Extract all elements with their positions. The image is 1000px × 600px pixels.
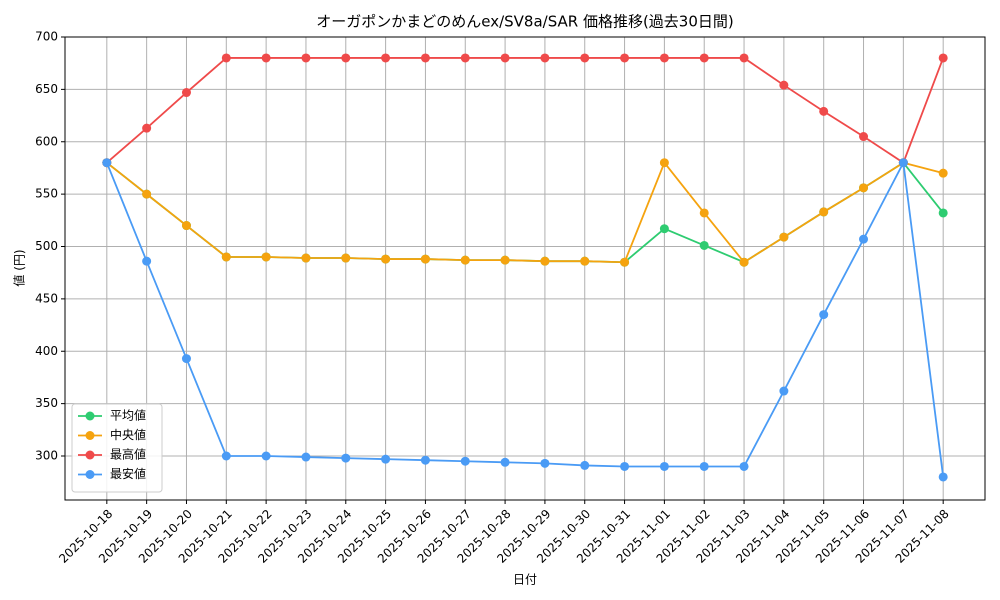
legend-label: 最高値 [110, 447, 146, 462]
y-tick-label: 350 [35, 396, 58, 410]
y-tick-label: 300 [35, 449, 58, 463]
y-tick-label: 400 [35, 344, 58, 358]
data-point [341, 253, 351, 263]
y-tick-label: 500 [35, 239, 58, 253]
data-point [779, 232, 789, 242]
data-point [500, 457, 510, 467]
data-point [699, 240, 709, 250]
data-point [102, 158, 112, 168]
data-point [779, 386, 789, 396]
data-point [181, 354, 191, 364]
data-point [859, 183, 869, 193]
legend-marker [85, 470, 95, 479]
plot-frame [64, 36, 986, 501]
data-point [699, 53, 709, 63]
data-point [859, 234, 869, 244]
data-point [142, 189, 152, 199]
data-point [221, 252, 231, 262]
data-point [938, 168, 948, 178]
legend-label: 中央値 [110, 427, 146, 442]
data-point [859, 132, 869, 142]
legend-marker [85, 411, 95, 421]
data-point [341, 453, 351, 463]
data-point [341, 53, 351, 63]
data-point [381, 254, 391, 264]
y-tick-label: 600 [35, 134, 58, 148]
y-tick-label: 650 [35, 82, 58, 96]
data-point [659, 158, 669, 168]
legend-marker [85, 431, 95, 440]
data-point [938, 53, 948, 63]
data-point [301, 253, 311, 263]
series-line [106, 57, 945, 165]
data-point [142, 256, 152, 266]
data-point [420, 53, 430, 63]
data-point [142, 123, 152, 133]
data-point [659, 461, 669, 471]
data-point [739, 53, 749, 63]
series-line [106, 160, 944, 264]
data-point [261, 252, 271, 262]
data-point [301, 452, 311, 462]
data-point [819, 310, 829, 320]
data-point [580, 460, 590, 470]
data-point [500, 53, 510, 63]
series-line [106, 161, 944, 264]
data-point [500, 255, 510, 265]
legend-box [71, 403, 163, 493]
data-point [420, 455, 430, 465]
chart-title: オーガポンかまどのめんex/SV8a/SAR 価格推移(過去30日間) [316, 13, 734, 31]
data-point [620, 461, 630, 471]
y-tick-label: 550 [35, 187, 58, 201]
data-point [301, 53, 311, 63]
data-point [580, 53, 590, 63]
data-point [580, 256, 590, 266]
y-tick-label: 700 [35, 30, 58, 44]
data-point [739, 257, 749, 267]
data-point [819, 207, 829, 217]
data-point [819, 106, 829, 116]
data-point [779, 80, 789, 90]
data-point [540, 256, 550, 266]
data-point [221, 451, 231, 461]
data-point [261, 451, 271, 461]
data-point [381, 454, 391, 464]
series-line [105, 159, 945, 478]
data-point [659, 53, 669, 63]
data-point [938, 472, 948, 482]
data-point [620, 53, 630, 63]
data-point [659, 224, 669, 234]
data-point [181, 88, 191, 98]
y-tick-label: 450 [35, 291, 58, 305]
data-point [540, 53, 550, 63]
data-point [381, 53, 391, 63]
data-point [261, 53, 271, 63]
data-point [699, 208, 709, 218]
legend-label: 平均値 [110, 408, 146, 423]
data-point [460, 255, 470, 265]
data-point [739, 461, 749, 471]
data-point [221, 53, 231, 63]
data-point [620, 257, 630, 267]
y-axis-label: 値 (円) [12, 249, 27, 286]
data-point [181, 221, 191, 231]
legend-marker [85, 450, 95, 460]
data-point [420, 254, 430, 264]
data-point [540, 458, 550, 468]
data-point [898, 158, 908, 168]
legend-label: 最安値 [110, 466, 146, 481]
data-point [699, 461, 709, 471]
data-point [938, 208, 948, 218]
data-point [460, 53, 470, 63]
data-point [460, 456, 470, 466]
x-axis-label: 日付 [513, 573, 537, 587]
